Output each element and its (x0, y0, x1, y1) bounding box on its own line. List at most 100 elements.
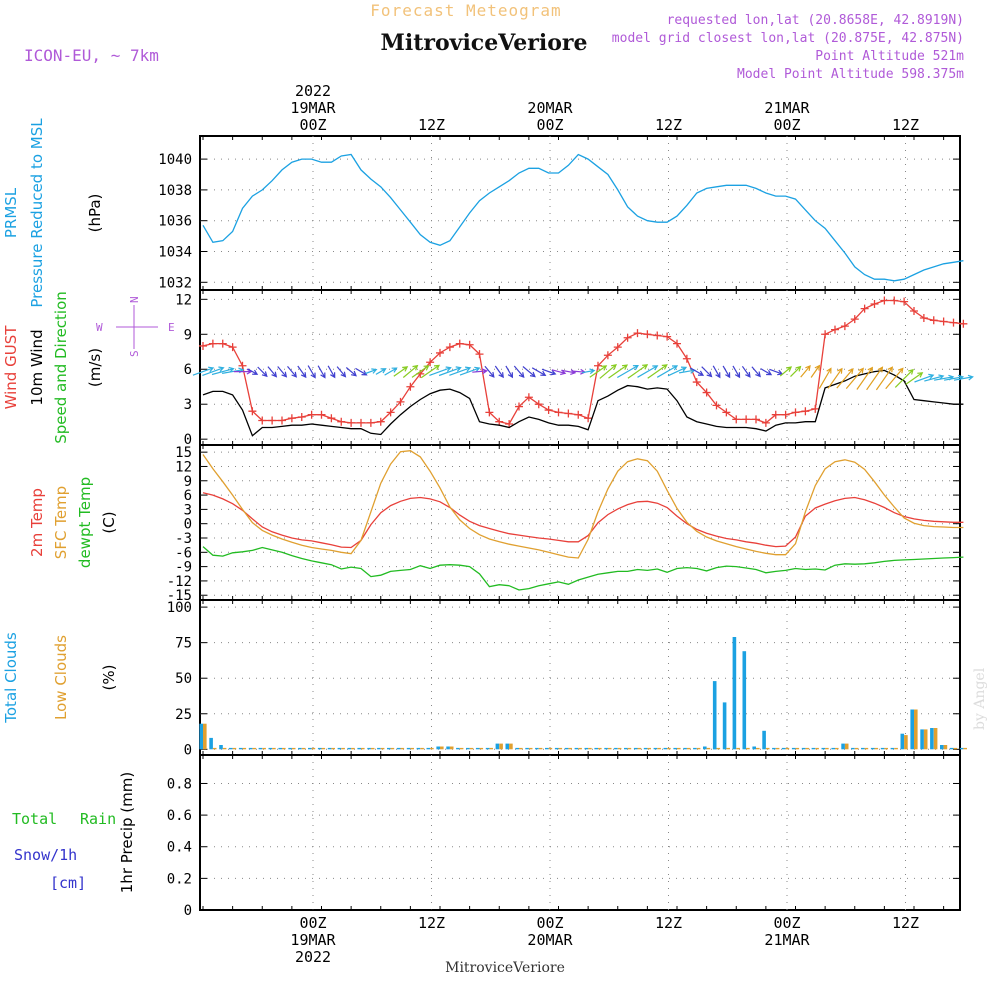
cloud-bar (923, 729, 928, 750)
y-tick-label: 0.6 (167, 808, 192, 824)
panel-clouds: 0 25 50 75 100 Total Clouds Low Clouds (%) (2, 599, 967, 758)
cloud-bar (252, 747, 256, 750)
compass-w: W (96, 321, 103, 334)
series-low-clouds (203, 709, 967, 750)
top-time-label: 2022 (295, 82, 331, 100)
cloud-bar (791, 747, 796, 750)
wind-arrow (914, 373, 935, 383)
gust-point (564, 409, 573, 418)
wind-arrow (494, 365, 504, 379)
wind-arrow (472, 368, 488, 375)
series-total-clouds (199, 637, 964, 750)
gust-point (426, 358, 435, 367)
y-axis-label: Speed and Direction (52, 291, 70, 444)
cloud-bar (489, 747, 493, 750)
panel-frame (199, 444, 961, 601)
gust-point (208, 339, 217, 348)
wind-arrow (211, 366, 235, 376)
cloud-bar (449, 746, 454, 750)
gust-point (900, 297, 909, 306)
gust-point (534, 400, 543, 409)
cloud-bar (229, 747, 233, 750)
wind-arrow (581, 368, 596, 375)
gust-point (781, 410, 790, 419)
y-tick-label: 0 (184, 432, 192, 448)
wind-arrow (637, 365, 659, 378)
cloud-bar (726, 747, 730, 750)
compass-s: S (128, 350, 141, 357)
wind-arrow (192, 366, 215, 376)
cloud-bar (742, 651, 747, 750)
cloud-bar (756, 747, 760, 750)
y-axis-label: PRMSL (2, 187, 20, 238)
cloud-bar (594, 747, 598, 750)
cloud-bar (736, 747, 740, 750)
y-tick-label: 9 (184, 474, 192, 490)
total-rain-label: Rain (80, 810, 116, 828)
cloud-bar (578, 747, 582, 750)
cloud-bar (673, 747, 677, 750)
series-line (202, 369, 964, 437)
cloud-bar (545, 747, 549, 750)
cloud-bar (841, 743, 845, 750)
gust-point (811, 404, 820, 413)
cloud-bar (485, 747, 490, 750)
gust-point (287, 414, 296, 423)
cloud-bar (706, 747, 711, 750)
cloud-bar (282, 747, 286, 750)
compass-n: N (128, 296, 141, 303)
gust-point (366, 418, 375, 427)
cloud-bar (479, 747, 484, 750)
cloud-bar (298, 747, 302, 750)
cloud-bar (331, 747, 335, 750)
cloud-bar (430, 747, 434, 750)
gust-point (712, 401, 721, 410)
y-tick-label: -6 (175, 545, 192, 561)
gust-point (623, 333, 632, 342)
series-dewpt-temp (202, 546, 964, 591)
gust-point (445, 343, 454, 352)
cloud-bar (722, 702, 727, 750)
cloud-bar (278, 747, 282, 750)
bottom-time-label: 00Z (536, 914, 563, 932)
gust-point (850, 315, 859, 324)
y-axis-label: Pressure Reduced to MSL (28, 118, 46, 308)
cloud-bar (420, 747, 424, 750)
top-time-label: 00Z (773, 116, 800, 134)
cloud-bar (890, 747, 895, 750)
cloud-bar (785, 747, 790, 750)
cloud-bar (242, 747, 247, 750)
gust-point (228, 343, 237, 352)
cloud-bar (884, 747, 888, 750)
gust-point (929, 316, 938, 325)
wind-arrow (513, 365, 525, 379)
gust-point (949, 318, 958, 327)
wind-arrow (875, 366, 894, 391)
snow-unit-label: [cm] (50, 874, 86, 892)
cloud-bar (831, 747, 835, 750)
wind-arrow (541, 368, 557, 376)
cloud-bar (657, 747, 661, 750)
cloud-bar (795, 747, 800, 750)
series-line (202, 546, 964, 591)
bottom-time-label: 12Z (655, 914, 682, 932)
cloud-bar (801, 747, 806, 750)
panel-frame (199, 135, 961, 291)
panel-precip: 0 0.2 0.4 0.6 0.8 1hr Precip (mm) Total RainSno… (12, 754, 961, 919)
y-tick-label: -9 (175, 560, 192, 576)
cloud-bar (835, 747, 839, 750)
cloud-bar (894, 747, 898, 750)
watermark: by Angel (972, 667, 988, 730)
y-axis-label: Low Clouds (52, 635, 70, 720)
gust-point (495, 417, 504, 426)
series-sfc-temp (202, 450, 964, 559)
cloud-bar (288, 747, 292, 750)
cloud-bar (406, 747, 411, 750)
cloud-bar (874, 747, 879, 750)
gust-point (584, 414, 593, 423)
cloud-bar (505, 743, 510, 750)
gust-point (761, 418, 770, 427)
panel-wind: 0 3 6 9 12 Wind GUST 10m Wind Speed and Directi… (2, 289, 974, 448)
gust-point (278, 416, 286, 425)
cloud-bar (637, 747, 642, 750)
